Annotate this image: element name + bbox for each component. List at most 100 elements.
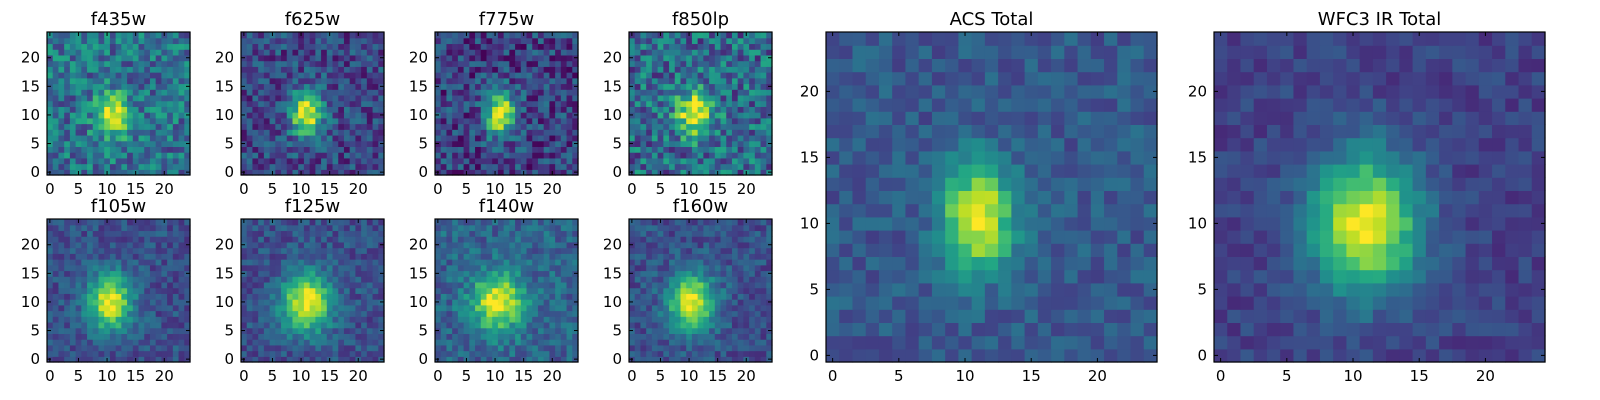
heatmap-cell	[440, 146, 448, 153]
heatmap-cell	[298, 43, 305, 50]
heatmap-cell	[64, 117, 71, 125]
heatmap-cell	[52, 241, 60, 249]
heatmap-cell	[560, 339, 568, 346]
heatmap-cell	[98, 72, 105, 79]
heatmap-cell	[338, 134, 345, 142]
heatmap-cell	[167, 333, 174, 340]
heatmap-cell	[486, 89, 493, 96]
heatmap-cell	[343, 66, 351, 73]
heatmap-cell	[332, 37, 339, 45]
heatmap-cell	[315, 146, 322, 153]
heatmap-cell	[543, 134, 550, 142]
heatmap-cell	[258, 32, 265, 39]
heatmap-cell	[366, 37, 374, 45]
heatmap-cell	[515, 219, 522, 226]
heatmap-cell	[132, 129, 140, 136]
heatmap-cell	[440, 253, 448, 260]
heatmap-cell	[440, 219, 448, 226]
heatmap-cell	[167, 316, 174, 323]
heatmap-cell	[161, 43, 168, 50]
heatmap-cell	[252, 344, 259, 352]
heatmap-cell	[292, 264, 299, 272]
heatmap-cell	[457, 241, 465, 249]
heatmap-cell	[640, 270, 647, 277]
heatmap-cell	[543, 129, 550, 136]
heatmap-cell	[435, 259, 442, 266]
heatmap-cell	[560, 37, 568, 45]
heatmap-cell	[555, 94, 562, 102]
heatmap-cell	[492, 236, 499, 243]
heatmap-cell	[766, 316, 773, 323]
heatmap-cell	[343, 100, 351, 107]
heatmap-cell	[709, 299, 716, 306]
heatmap-cell	[366, 163, 374, 170]
heatmap-cell	[355, 281, 362, 289]
heatmap-cell	[475, 49, 482, 56]
heatmap-cell	[686, 140, 693, 147]
heatmap-cell	[503, 129, 510, 136]
heatmap-cell	[104, 247, 111, 254]
heatmap-cell	[321, 72, 328, 79]
heatmap-cell	[646, 123, 653, 130]
heatmap-cell	[315, 350, 322, 357]
heatmap-cell	[75, 321, 82, 329]
heatmap-cell	[657, 134, 664, 142]
heatmap-cell	[674, 310, 682, 317]
heatmap-cell	[492, 140, 499, 147]
heatmap-cell	[372, 72, 379, 79]
heatmap-cell	[691, 299, 699, 306]
heatmap-cell	[640, 339, 647, 346]
heatmap-cell	[127, 219, 134, 226]
heatmap-cell	[560, 77, 568, 85]
heatmap-cell	[440, 259, 448, 266]
heatmap-cell	[714, 89, 722, 96]
heatmap-cell	[754, 339, 762, 346]
heatmap-cell	[463, 281, 470, 289]
heatmap-cell	[754, 89, 762, 96]
heatmap-cell	[640, 281, 647, 289]
heatmap-cell	[332, 344, 339, 352]
heatmap-cell	[435, 89, 442, 96]
heatmap-cell	[58, 264, 65, 272]
heatmap-cell	[47, 89, 54, 96]
heatmap-cell	[132, 350, 140, 357]
heatmap-cell	[246, 230, 254, 237]
heatmap-cell	[697, 60, 704, 67]
heatmap-cell	[184, 152, 191, 159]
heatmap-cell	[737, 43, 744, 50]
heatmap-cell	[549, 140, 556, 147]
heatmap-cell	[184, 236, 191, 243]
heatmap-cell	[355, 37, 362, 45]
heatmap-cell	[480, 94, 488, 102]
heatmap-cell	[338, 117, 345, 125]
heatmap-cell	[537, 230, 545, 237]
heatmap-cell	[326, 299, 334, 306]
heatmap-cell	[566, 224, 573, 232]
heatmap-cell	[629, 350, 636, 357]
heatmap-cell	[555, 163, 562, 170]
heatmap-cell	[366, 123, 374, 130]
heatmap-cell	[332, 287, 339, 294]
heatmap-cell	[663, 32, 670, 39]
heatmap-cell	[52, 230, 60, 237]
heatmap-cell	[480, 276, 488, 283]
heatmap-cell	[657, 270, 664, 277]
heatmap-cell	[286, 112, 294, 119]
heatmap-cell	[480, 310, 488, 317]
heatmap-cell	[315, 281, 322, 289]
heatmap-cell	[47, 163, 54, 170]
heatmap-cell	[269, 350, 276, 357]
heatmap-cell	[138, 356, 145, 363]
heatmap-cell	[754, 333, 762, 340]
heatmap-cell	[58, 339, 65, 346]
heatmap-cell	[349, 43, 356, 50]
heatmap-cell	[446, 72, 453, 79]
heatmap-cell	[263, 236, 271, 243]
heatmap-cell	[52, 344, 60, 352]
heatmap-cell	[543, 140, 550, 147]
heatmap-cell	[686, 66, 693, 73]
heatmap-cell	[674, 270, 682, 277]
heatmap-cell	[343, 264, 351, 272]
heatmap-cell	[326, 163, 334, 170]
heatmap-cell	[104, 230, 111, 237]
